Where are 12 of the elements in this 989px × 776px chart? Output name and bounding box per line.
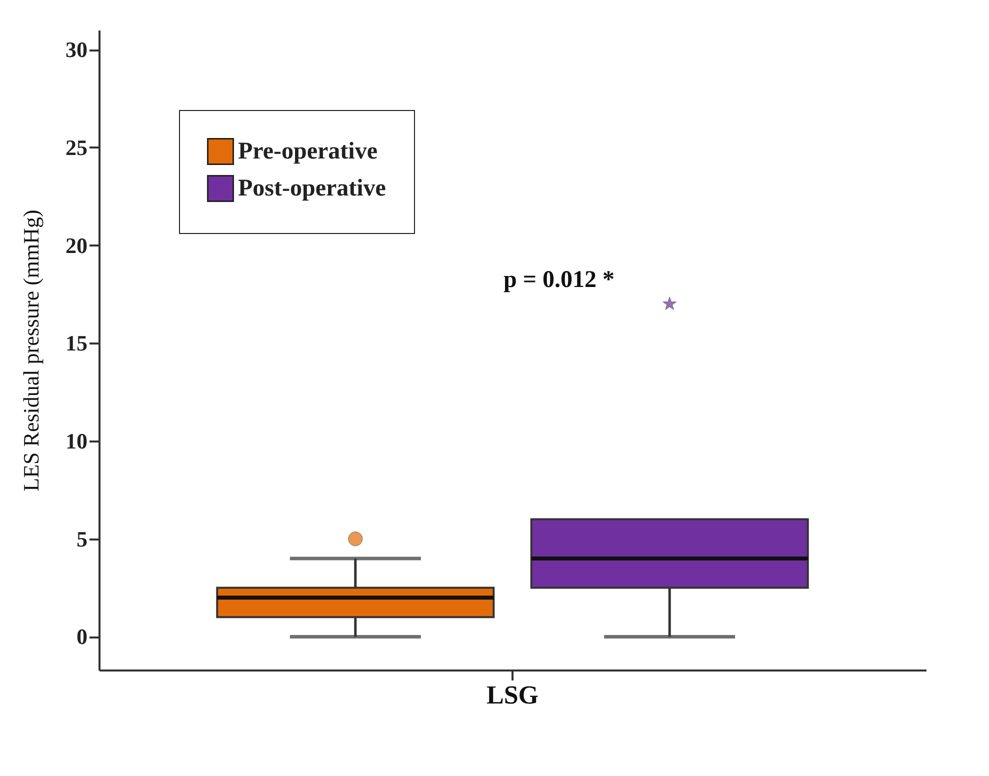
legend-label: Pre-operative — [238, 138, 378, 164]
y-tick-label: 25 — [66, 134, 88, 160]
y-tick-label: 15 — [66, 330, 88, 356]
y-tick-label: 20 — [66, 232, 88, 258]
y-tick-label: 10 — [66, 428, 88, 454]
y-tick-label: 5 — [76, 526, 88, 552]
x-tick-label: LSG — [486, 680, 539, 710]
y-tick-label: 30 — [66, 37, 88, 62]
y-tick-label: 0 — [76, 624, 88, 650]
annotation: p = 0.012 * — [503, 267, 615, 293]
legend-label: Post-operative — [238, 176, 386, 202]
y-axis-title: LES Residual pressure (mmHg) — [18, 210, 44, 492]
